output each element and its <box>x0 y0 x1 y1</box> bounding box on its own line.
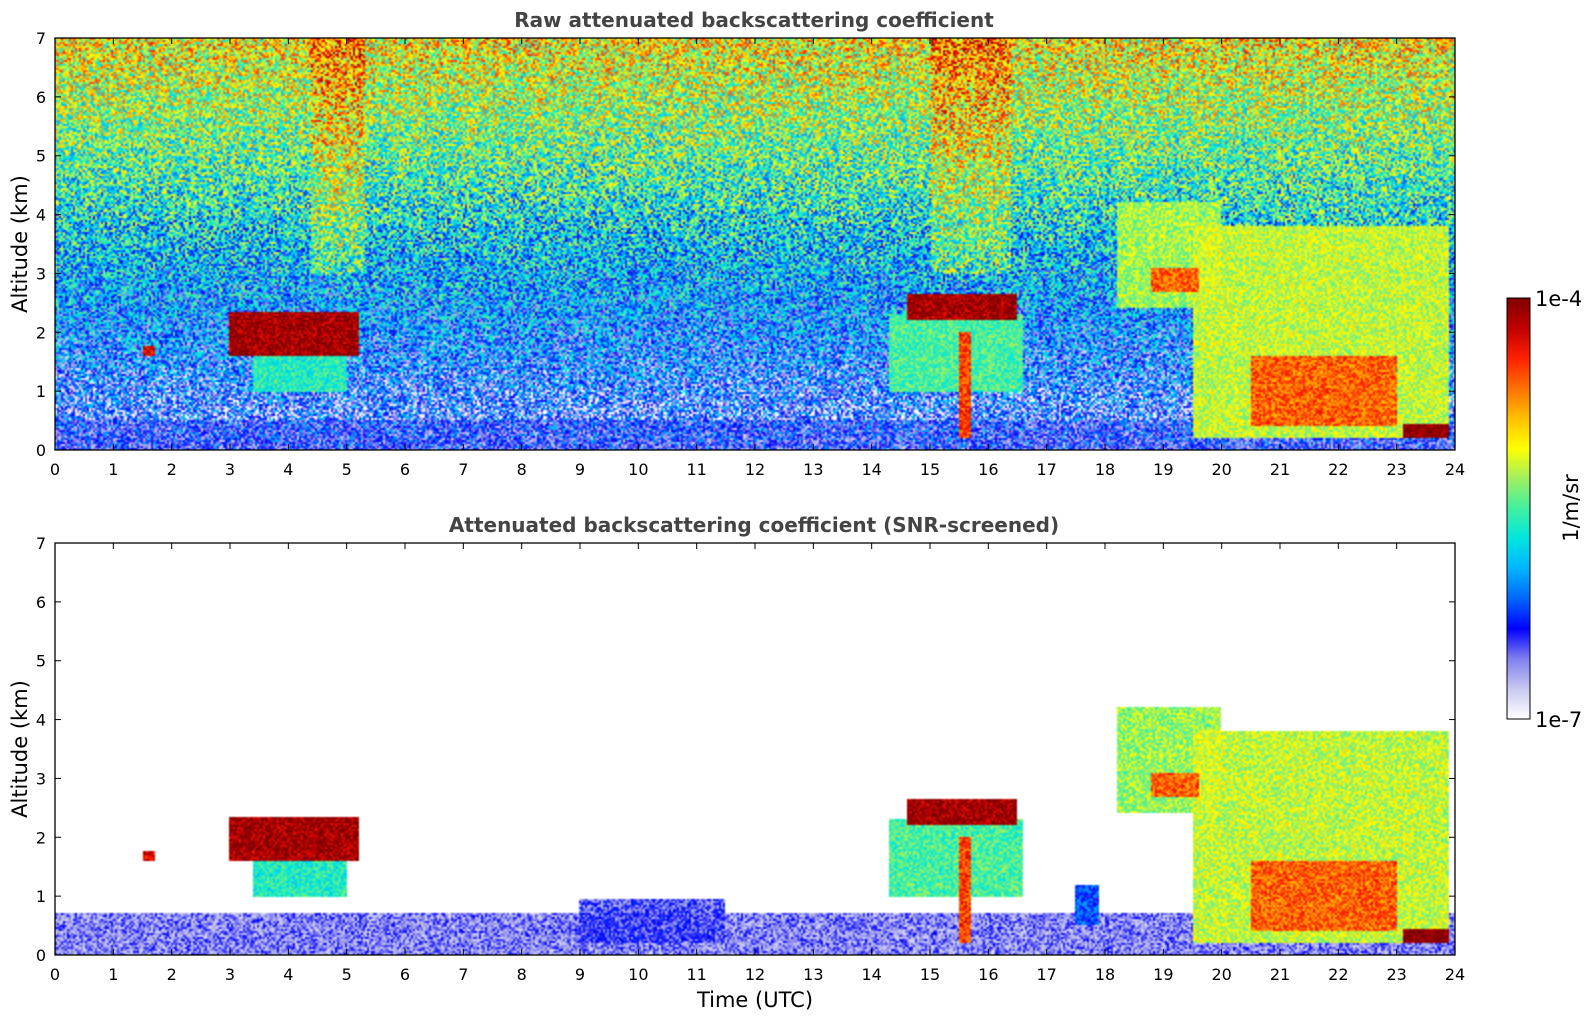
colorbar-tick-min: 1e-7 <box>1535 708 1582 732</box>
x-tick-label: 13 <box>803 965 823 984</box>
x-tick-label: 18 <box>1095 965 1115 984</box>
x-tick-label: 10 <box>628 460 648 479</box>
raw-backscatter-panel: Raw attenuated backscattering coefficien… <box>8 8 1465 479</box>
x-tick-label: 9 <box>575 460 585 479</box>
x-tick-label: 13 <box>803 460 823 479</box>
y-tick-label: 7 <box>36 534 46 553</box>
y-tick-label: 6 <box>36 88 46 107</box>
y-tick-label: 1 <box>36 382 46 401</box>
x-tick-label: 6 <box>400 460 410 479</box>
axis-ticks: 0 1 2 3 4 5 6 7 8 9 10 11 12 13 14 15 16 17 18 19 20 21 22 23 24… <box>36 534 1465 984</box>
x-tick-label: 0 <box>50 965 60 984</box>
y-axis-label: Altitude (km) <box>8 680 32 818</box>
x-tick-label: 2 <box>167 460 177 479</box>
x-tick-label: 5 <box>342 965 352 984</box>
x-tick-label: 3 <box>225 460 235 479</box>
x-tick-label: 21 <box>1270 965 1290 984</box>
colorbar-label: 1/m/sr <box>1559 474 1583 542</box>
colorbar-scale <box>1506 297 1531 720</box>
y-tick-label: 5 <box>36 147 46 166</box>
x-tick-label: 15 <box>920 965 940 984</box>
x-tick-label: 9 <box>575 965 585 984</box>
x-tick-label: 18 <box>1095 460 1115 479</box>
x-tick-label: 4 <box>283 965 293 984</box>
x-tick-label: 14 <box>861 460 881 479</box>
x-tick-label: 5 <box>342 460 352 479</box>
y-tick-label: 2 <box>36 828 46 847</box>
panel-title: Raw attenuated backscattering coefficien… <box>514 8 994 32</box>
y-tick-label: 4 <box>36 711 46 730</box>
x-tick-label: 12 <box>745 965 765 984</box>
x-tick-label: 7 <box>458 965 468 984</box>
x-tick-label: 22 <box>1328 965 1348 984</box>
x-tick-label: 17 <box>1036 965 1056 984</box>
y-tick-label: 2 <box>36 323 46 342</box>
y-tick-label: 4 <box>36 206 46 225</box>
x-tick-label: 12 <box>745 460 765 479</box>
x-tick-label: 21 <box>1270 460 1290 479</box>
x-tick-label: 1 <box>108 460 118 479</box>
y-axis-label: Altitude (km) <box>8 175 32 313</box>
x-tick-label: 11 <box>686 460 706 479</box>
y-tick-label: 3 <box>36 264 46 283</box>
x-tick-label: 0 <box>50 460 60 479</box>
colorbar-tick-max: 1e-4 <box>1535 287 1582 311</box>
x-tick-label: 20 <box>1211 460 1231 479</box>
x-tick-label: 19 <box>1153 460 1173 479</box>
y-tick-label: 0 <box>36 441 46 460</box>
x-tick-label: 23 <box>1386 965 1406 984</box>
x-tick-label: 17 <box>1036 460 1056 479</box>
y-tick-label: 7 <box>36 29 46 48</box>
y-tick-label: 1 <box>36 887 46 906</box>
x-tick-label: 7 <box>458 460 468 479</box>
x-tick-label: 4 <box>283 460 293 479</box>
x-axis-label: Time (UTC) <box>696 988 813 1012</box>
panel-title: Attenuated backscattering coefficient (S… <box>449 513 1059 537</box>
x-tick-label: 10 <box>628 965 648 984</box>
y-tick-label: 3 <box>36 769 46 788</box>
y-tick-label: 6 <box>36 593 46 612</box>
x-tick-label: 16 <box>978 965 998 984</box>
x-tick-label: 1 <box>108 965 118 984</box>
x-tick-label: 24 <box>1445 460 1465 479</box>
x-tick-label: 20 <box>1211 965 1231 984</box>
backscatter-heatmap <box>55 38 1455 450</box>
x-tick-label: 19 <box>1153 965 1173 984</box>
x-tick-label: 16 <box>978 460 998 479</box>
y-tick-label: 0 <box>36 946 46 965</box>
x-tick-label: 23 <box>1386 460 1406 479</box>
x-tick-label: 8 <box>517 460 527 479</box>
y-tick-label: 5 <box>36 652 46 671</box>
snr-screened-backscatter-panel: Attenuated backscattering coefficient (S… <box>8 513 1465 1012</box>
x-tick-label: 6 <box>400 965 410 984</box>
x-tick-label: 15 <box>920 460 940 479</box>
x-tick-label: 22 <box>1328 460 1348 479</box>
x-tick-label: 2 <box>167 965 177 984</box>
x-tick-label: 11 <box>686 965 706 984</box>
x-tick-label: 8 <box>517 965 527 984</box>
x-tick-label: 24 <box>1445 965 1465 984</box>
x-tick-label: 14 <box>861 965 881 984</box>
axis-ticks: 0 1 2 3 4 5 6 7 8 9 10 11 12 13 14 15 16 17 18 19 20 21 22 23 24… <box>36 29 1465 479</box>
backscatter-heatmap <box>55 543 1455 955</box>
x-tick-label: 3 <box>225 965 235 984</box>
colorbar: 1e-4 1e-7 1/m/sr <box>1506 287 1583 732</box>
